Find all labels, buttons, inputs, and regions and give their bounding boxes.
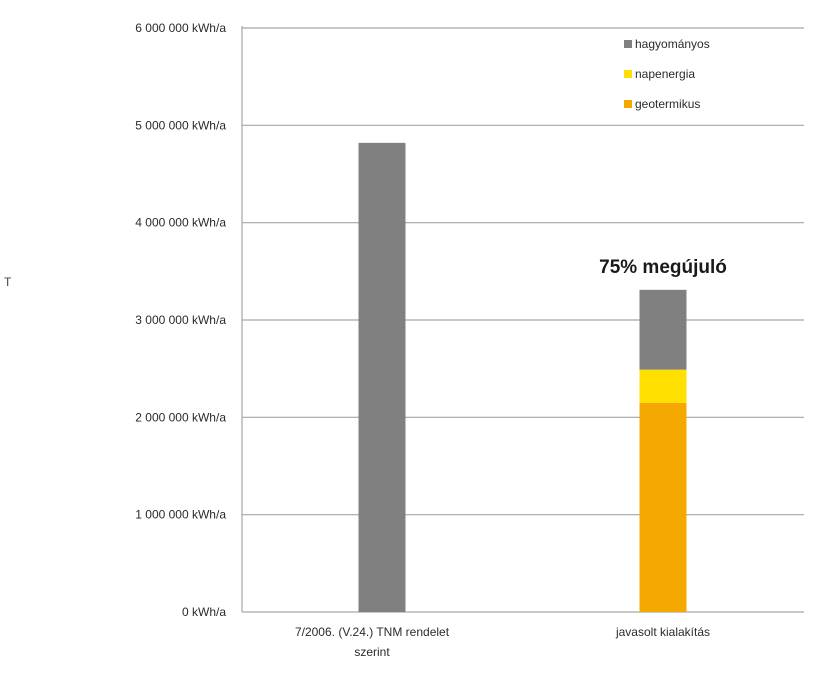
legend-label: napenergia [635,67,695,81]
y-tick-label: 6 000 000 kWh/a [135,21,226,35]
side-label: T [4,275,12,289]
gridlines [241,26,804,613]
bar-napenergia [639,369,687,403]
y-tick-label: 3 000 000 kWh/a [135,313,226,327]
y-tick-label: 2 000 000 kWh/a [135,410,226,424]
bar-hagyományos [639,289,687,370]
y-tick-label: 4 000 000 kWh/a [135,216,226,230]
y-tick-label: 5 000 000 kWh/a [135,118,226,132]
legend-label: geotermikus [635,97,700,111]
category-label: javasolt kialakítás [615,625,710,639]
bar-hagyományos [358,142,406,612]
legend-swatch-napenergia [624,70,632,78]
y-tick-label: 0 kWh/a [182,605,226,619]
legend-swatch-hagyományos [624,40,632,48]
legend-label: hagyományos [635,37,710,51]
category-label: 7/2006. (V.24.) TNM rendelet szerint [295,625,450,659]
x-axis-categories: 7/2006. (V.24.) TNM rendelet szerint javas… [295,625,710,659]
legend-swatch-geotermikus [624,100,632,108]
legend: hagyományos napenergia geotermikus [624,37,710,111]
y-tick-label: 1 000 000 kWh/a [135,508,226,522]
bar-geotermikus [639,402,687,612]
y-axis-ticks: 0 kWh/a 1 000 000 kWh/a 2 000 000 kWh/a 3 0… [135,21,226,619]
bar-series [358,142,687,612]
renewable-share-annotation: 75% megújuló [599,257,727,278]
